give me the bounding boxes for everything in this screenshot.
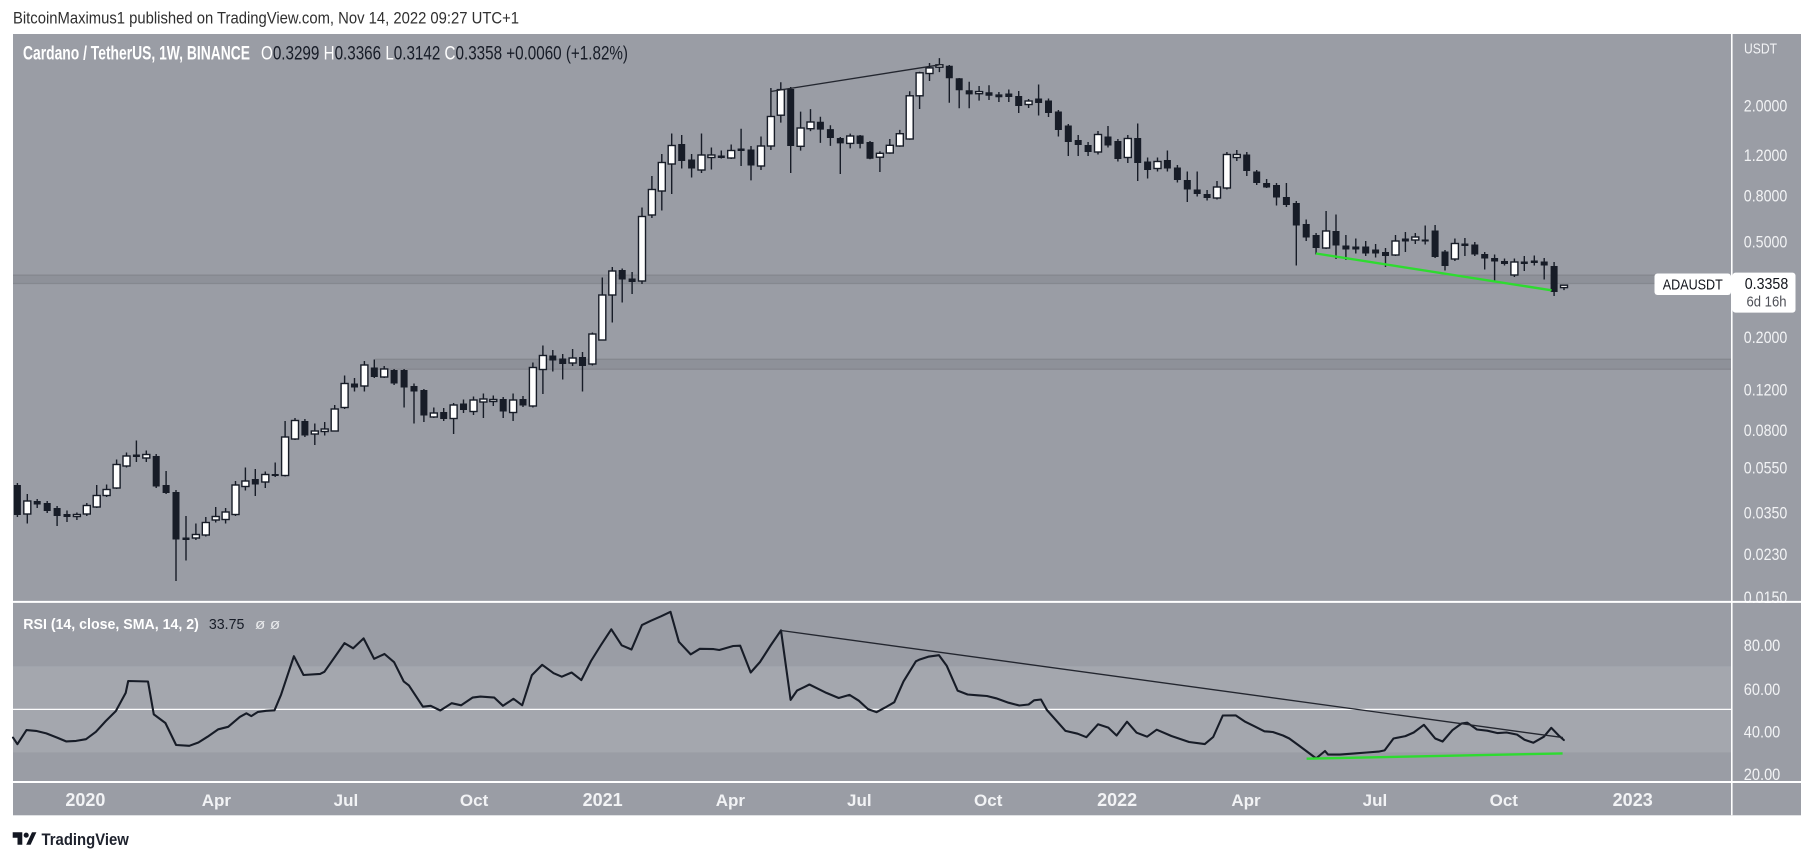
svg-text:0.0550: 0.0550 [1744,459,1788,478]
svg-text:0.0350: 0.0350 [1744,504,1788,523]
svg-text:1.2000: 1.2000 [1744,146,1788,165]
svg-text:60.00: 60.00 [1744,680,1781,699]
svg-text:RSI (14, close, SMA, 14, 2): RSI (14, close, SMA, 14, 2) [23,616,199,633]
svg-text:2023: 2023 [1613,790,1653,810]
svg-text:ø ø: ø ø [255,616,280,633]
svg-text:Apr: Apr [716,791,746,810]
svg-text:Cardano / TetherUS, 1W, BINANC: Cardano / TetherUS, 1W, BINANCE [23,44,250,65]
svg-text:0.8000: 0.8000 [1744,186,1788,205]
svg-text:20.00: 20.00 [1744,765,1781,784]
svg-text:0.0150: 0.0150 [1744,588,1788,607]
svg-text:0.3358: 0.3358 [1745,276,1789,293]
svg-text:Apr: Apr [202,791,232,810]
svg-text:2.0000: 2.0000 [1744,96,1788,115]
svg-text:33.75: 33.75 [209,616,245,633]
svg-text:2020: 2020 [65,790,105,810]
svg-text:80.00: 80.00 [1744,636,1781,655]
svg-text:0.0800: 0.0800 [1744,421,1788,440]
svg-text:O0.3299 H0.3366 L0.3142 C0.: O0.3299 H0.3366 L0.3142 C0.3358 +0.0060 … [261,44,628,65]
svg-text:BitcoinMaximus1 published on T: BitcoinMaximus1 published on TradingView… [13,9,519,28]
svg-text:Oct: Oct [1490,791,1519,810]
svg-text:Jul: Jul [847,791,872,810]
svg-text:Jul: Jul [1363,791,1388,810]
svg-text:TradingView: TradingView [42,831,129,849]
svg-text:ADAUSDT: ADAUSDT [1663,276,1723,293]
svg-text:USDT: USDT [1744,41,1777,58]
svg-text:6d 16h: 6d 16h [1747,294,1787,311]
svg-text:0.1200: 0.1200 [1744,380,1788,399]
svg-text:2021: 2021 [583,790,623,810]
svg-text:Jul: Jul [334,791,359,810]
svg-text:0.2000: 0.2000 [1744,328,1788,347]
svg-text:0.5000: 0.5000 [1744,232,1788,251]
svg-text:Apr: Apr [1231,791,1261,810]
svg-text:Oct: Oct [460,791,489,810]
svg-text:Oct: Oct [974,791,1003,810]
svg-text:0.0230: 0.0230 [1744,545,1788,564]
svg-text:2022: 2022 [1097,790,1137,810]
svg-text:40.00: 40.00 [1744,723,1781,742]
